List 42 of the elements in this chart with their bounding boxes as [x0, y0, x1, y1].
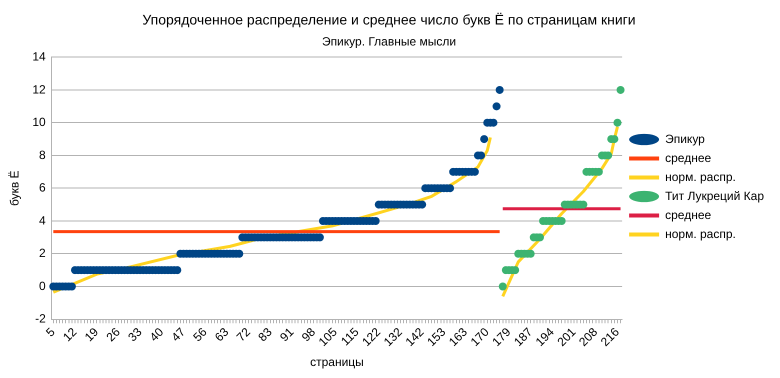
- chart-title: Упорядоченное распределение и среднее число букв Ё по страницам книги: [142, 11, 636, 28]
- x-tick-label: 115: [338, 324, 362, 348]
- x-tick-label: 40: [146, 324, 166, 344]
- x-tick-label: 33: [125, 324, 145, 344]
- legend-label: норм. распр.: [665, 170, 736, 184]
- legend-label: среднее: [665, 208, 712, 222]
- x-tick-label: 122: [359, 324, 384, 349]
- x-tick-label: 170: [468, 324, 492, 349]
- y-tick-label: 4: [39, 213, 46, 228]
- x-tick-label: 47: [168, 324, 188, 344]
- chart-subtitle: Эпикур. Главные мысли: [322, 34, 456, 48]
- x-tick-label: 105: [316, 324, 340, 349]
- x-tick-label: 142: [402, 324, 427, 349]
- y-axis-title: букв Ё: [8, 170, 22, 206]
- y-tick-label: 8: [39, 148, 46, 162]
- x-tick-label: 98: [298, 324, 318, 344]
- x-tick-label: 187: [511, 324, 536, 349]
- legend-label: норм. распр.: [665, 226, 736, 241]
- x-tick-label: 26: [104, 324, 124, 344]
- y-tick-label: 10: [32, 115, 46, 130]
- y-tick-label: 6: [39, 180, 46, 195]
- x-tick-label: 72: [234, 324, 254, 344]
- y-tick-label: 0: [39, 278, 46, 293]
- x-tick-label: 19: [82, 324, 102, 344]
- x-tick-label: 132: [380, 324, 406, 349]
- x-tick-label: 179: [489, 324, 514, 349]
- legend-label: среднее: [665, 150, 712, 165]
- x-tick-label: 216: [598, 324, 622, 349]
- x-tick-label: 56: [190, 324, 210, 344]
- x-tick-label: 5: [43, 324, 58, 340]
- x-tick-label: 63: [212, 324, 232, 344]
- y-tick-label: -2: [35, 312, 46, 326]
- legend-label: Эпикур: [665, 132, 706, 146]
- x-tick-label: 208: [576, 324, 600, 349]
- y-tick-label: 2: [39, 246, 46, 260]
- x-axis-title: страницы: [310, 355, 364, 370]
- x-tick-label: 12: [60, 324, 80, 344]
- legend-label: Тит Лукреций Кар: [665, 188, 764, 203]
- x-tick-label: 91: [277, 324, 297, 344]
- x-tick-label: 83: [255, 324, 275, 344]
- y-tick-label: 12: [32, 82, 46, 96]
- y-tick-label: 14: [32, 50, 46, 64]
